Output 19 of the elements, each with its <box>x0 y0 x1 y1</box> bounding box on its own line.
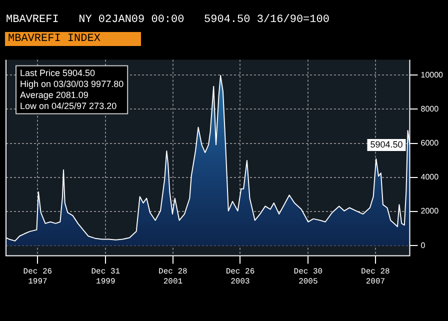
x-tick-label: Dec 30 2005 <box>294 268 323 286</box>
y-tick-label: 6000 <box>420 138 440 148</box>
x-tick-label: Dec 28 2001 <box>158 268 188 286</box>
annotation: Last Price 5904.50 <box>20 68 96 78</box>
annotation: High on 03/30/03 9977.80 <box>20 78 124 89</box>
x-tick-label: Dec 26 1997 <box>23 268 52 286</box>
x-tick-label: Dec 26 2003 <box>226 268 255 286</box>
y-tick-label: 10000 <box>420 70 444 80</box>
y-tick-label: 0 <box>420 240 426 250</box>
x-tick-label: Dec 28 2007 <box>361 268 390 286</box>
x-tick-label: Dec 31 1999 <box>91 268 120 286</box>
annotation: Low on 04/25/97 273.20 <box>20 100 117 111</box>
y-tick-label: 4000 <box>420 172 440 182</box>
annotation: Average 2081.09 <box>20 90 88 100</box>
y-tick-label: 8000 <box>420 104 440 114</box>
chart-title: MBAVREFI INDEX <box>5 32 141 46</box>
y-tick-label: 2000 <box>420 206 440 216</box>
chart-subtitle: MBAVREFI NY 02JAN09 00:00 5904.50 3/16/90=100 <box>5 13 330 28</box>
annotation: 5904.50 <box>370 139 403 150</box>
